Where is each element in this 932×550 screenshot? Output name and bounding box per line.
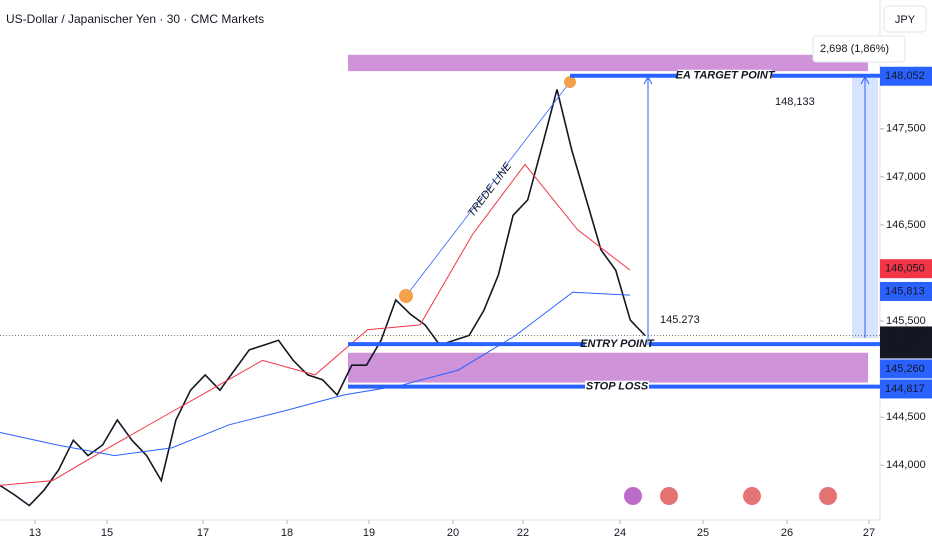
- zone: [348, 54, 868, 72]
- y-tick-label: 146,500: [886, 219, 926, 231]
- level-label: STOP LOSS: [586, 381, 649, 393]
- level-label-bg: [585, 338, 649, 351]
- measure-label: 2,698 (1,86%): [820, 43, 889, 55]
- target-text: 148,133: [775, 96, 815, 108]
- entry-text: 145.273: [660, 314, 700, 326]
- moving-average: [0, 163, 631, 486]
- price-label-text: 145,813: [885, 285, 925, 297]
- moving-average: [0, 291, 631, 457]
- x-tick-label: 13: [29, 527, 41, 539]
- pivot: [564, 76, 576, 88]
- x-tick-label: 20: [447, 527, 459, 539]
- y-tick-label: 144,500: [886, 411, 926, 423]
- x-tick-label: 27: [863, 527, 875, 539]
- x-tick-label: 22: [517, 527, 529, 539]
- chart-title: US-Dollar / Japanischer Yen · 30 · CMC M…: [6, 12, 264, 26]
- level-label: ENTRY POINT: [580, 338, 655, 350]
- x-tick-label: 17: [197, 527, 209, 539]
- zone: [348, 352, 868, 383]
- price-label-text: 144,817: [885, 383, 925, 395]
- y-tick-label: 147,500: [886, 123, 926, 135]
- price-label: [880, 326, 932, 359]
- price-line: [0, 89, 646, 507]
- price-label-text: 145,260: [885, 363, 925, 375]
- price-label-text: 148,052: [885, 70, 925, 82]
- countdown: 15:00: [885, 344, 913, 356]
- x-tick-label: 25: [697, 527, 709, 539]
- event-icon[interactable]: [819, 487, 837, 505]
- y-tick-label: 144,000: [886, 459, 926, 471]
- price-label: [880, 66, 932, 86]
- arrow-head: [643, 75, 653, 85]
- pivot: [399, 289, 413, 303]
- x-tick-label: 19: [363, 527, 375, 539]
- y-tick-label: 145,500: [886, 315, 926, 327]
- price-label: [880, 259, 932, 279]
- x-tick-label: 18: [281, 527, 293, 539]
- event-icon[interactable]: [624, 487, 642, 505]
- event-icons: [624, 487, 837, 505]
- arrow-head: [860, 75, 870, 85]
- x-tick-label: 26: [781, 527, 793, 539]
- event-icon[interactable]: [743, 487, 761, 505]
- trend-line: [405, 81, 571, 297]
- y-tick-label: 147,000: [886, 171, 926, 183]
- x-tick-label: 24: [614, 527, 626, 539]
- x-tick-label: 15: [101, 527, 113, 539]
- currency-button[interactable]: [883, 5, 927, 33]
- level-label-bg: [585, 380, 649, 393]
- price-label-text: 145,350: [885, 330, 925, 342]
- price-label: [880, 281, 932, 301]
- event-icon[interactable]: [660, 487, 678, 505]
- measure-box: [812, 35, 906, 63]
- price-label: [880, 359, 932, 379]
- price-label-text: 146,050: [885, 263, 925, 275]
- level-label-bg: [678, 69, 772, 82]
- price-label: [880, 379, 932, 399]
- currency[interactable]: JPY: [895, 14, 916, 26]
- level-label: EA TARGET POINT: [676, 70, 776, 82]
